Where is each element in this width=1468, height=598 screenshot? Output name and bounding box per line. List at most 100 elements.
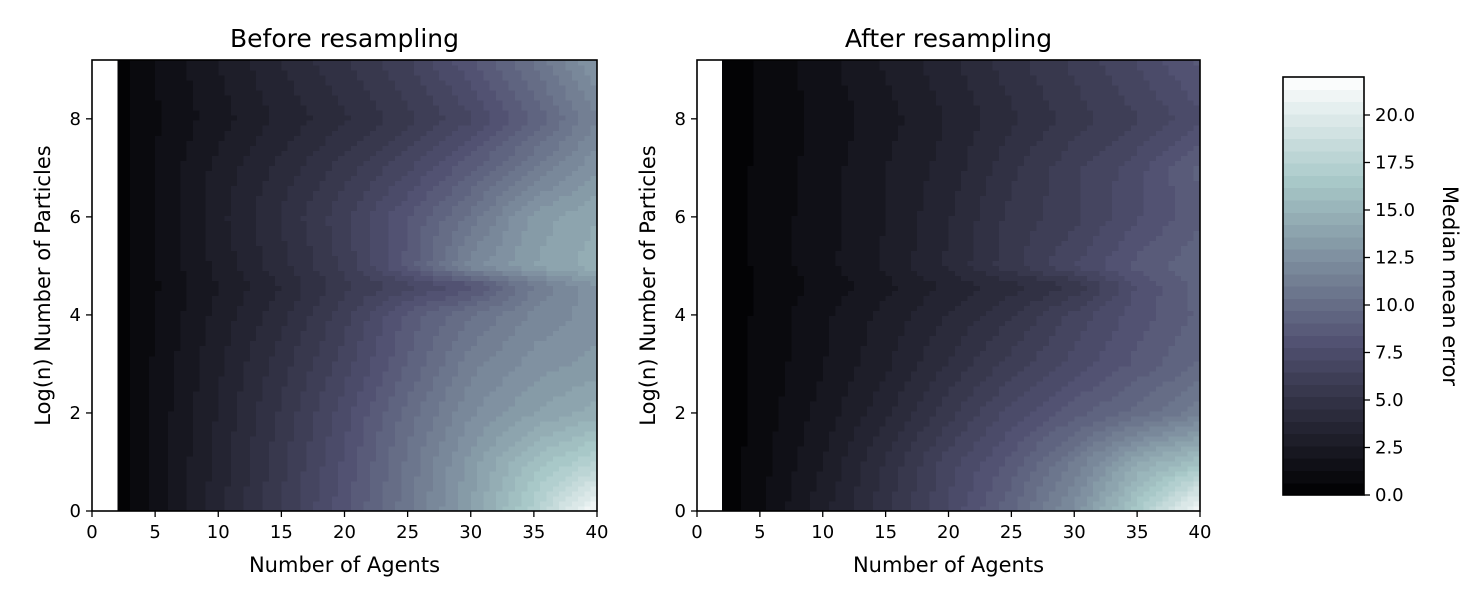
heatmap-cell [205,345,213,352]
heatmap-cell [357,260,365,267]
heatmap-cell [483,450,491,457]
heatmap-cell [445,250,453,257]
heatmap-cell [432,190,440,196]
heatmap-cell [275,505,282,512]
heatmap-cell [155,265,163,272]
heatmap-cell [590,280,598,287]
heatmap-cell [477,340,484,347]
heatmap-cell [262,385,270,392]
heatmap-cell [237,185,245,191]
heatmap-cell [350,500,358,507]
heatmap-cell [350,440,358,447]
heatmap-cell [123,385,131,392]
heatmap-cell [180,490,188,497]
heatmap-cell [357,415,365,422]
heatmap-cell [464,340,472,347]
heatmap-cell [376,330,383,337]
heatmap-cell [559,215,567,221]
heatmap-cell [439,330,447,337]
heatmap-cell [155,315,163,322]
heatmap-cell [312,335,320,342]
heatmap-cell [477,440,484,447]
heatmap-cell [180,475,188,482]
heatmap-cell [426,245,434,252]
heatmap-cell [413,345,421,352]
heatmap-cell [401,335,409,342]
heatmap-cell [205,285,213,292]
heatmap-cell [262,295,270,302]
heatmap-cell [249,345,257,352]
heatmap-cell [249,440,257,447]
heatmap-cell [546,415,554,422]
heatmap-cell [395,250,402,257]
heatmap-cell [590,480,598,487]
heatmap-cell [281,485,289,492]
heatmap-cell [142,235,150,241]
heatmap-cell [224,360,232,367]
heatmap-cell [458,225,466,231]
heatmap-cell [426,330,434,337]
heatmap-cell [514,220,522,226]
heatmap-cell [395,500,402,507]
heatmap-cell [344,315,352,322]
heatmap-cell [218,215,226,221]
heatmap-cell [224,305,232,312]
heatmap-cell [565,465,573,472]
heatmap-cell [357,370,365,377]
heatmap-cell [470,355,478,362]
heatmap-cell [193,230,200,236]
heatmap-cell [514,455,522,462]
heatmap-cell [338,185,346,191]
heatmap-cell [470,240,478,247]
heatmap-cell [533,365,541,372]
heatmap-cell [426,385,434,392]
heatmap-cell [331,400,339,407]
heatmap-cell [275,445,282,452]
heatmap-cell [571,355,579,362]
heatmap-cell [167,390,175,397]
heatmap-cell [344,350,352,357]
heatmap-cell [275,295,282,302]
heatmap-cell [199,505,207,512]
heatmap-cell [578,255,585,262]
heatmap-cell [559,340,567,347]
heatmap-cell [363,405,371,412]
heatmap-cell [552,435,560,442]
heatmap-cell [546,495,554,502]
heatmap-cell [401,430,409,437]
heatmap-cell [571,230,579,236]
heatmap-cell [167,475,175,482]
heatmap-cell [155,285,163,292]
heatmap-cell [420,355,428,362]
heatmap-cell [148,185,156,191]
heatmap-cell [174,340,181,347]
heatmap-cell [281,355,289,362]
heatmap-cell [477,415,484,422]
heatmap-cell [243,305,251,312]
heatmap-cell [193,190,200,196]
heatmap-cell [432,410,440,417]
heatmap-cell [243,380,251,387]
heatmap-cell [527,285,535,292]
heatmap-cell [508,380,516,387]
heatmap-cell [445,410,453,417]
heatmap-cell [294,355,301,362]
heatmap-cell [540,360,548,367]
heatmap-cell [281,320,289,327]
heatmap-cell [445,345,453,352]
heatmap-cell [464,260,472,267]
heatmap-cell [129,480,137,487]
heatmap-cell [338,215,346,221]
heatmap-cell [344,415,352,422]
heatmap-cell [496,205,503,211]
heatmap-cell [205,475,213,482]
heatmap-cell [180,415,188,422]
heatmap-cell [275,275,282,282]
heatmap-cell [237,475,245,482]
heatmap-cell [540,395,548,402]
heatmap-cell [174,185,181,191]
heatmap-cell [136,220,144,226]
heatmap-cell [521,330,529,337]
heatmap-cell [294,505,301,512]
heatmap-cell [117,265,125,272]
